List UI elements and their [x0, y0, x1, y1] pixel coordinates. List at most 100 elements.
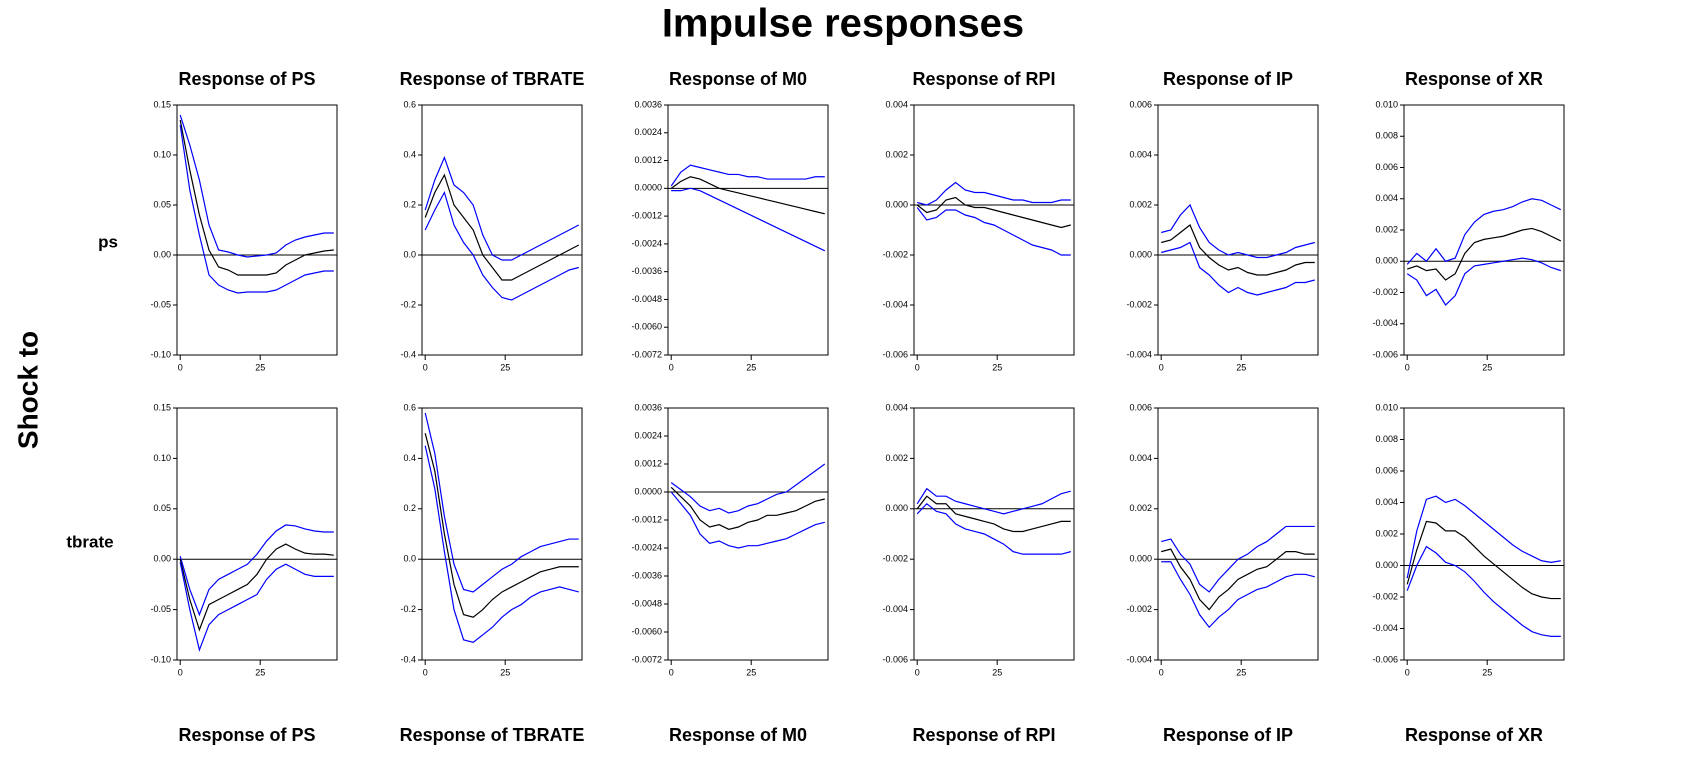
panel-title: Response of M0 — [669, 725, 807, 745]
plot-frame — [1157, 104, 1319, 356]
panel: Response of TBRATE -0.4 -0.2 0.0 0.2 0.4 0.6 0 2… — [400, 69, 585, 373]
y-tick-label: 0.006 — [1129, 99, 1152, 109]
y-tick-label: 0.0 — [403, 249, 416, 259]
y-tick-label: 0.10 — [153, 453, 171, 463]
response-line — [179, 562, 334, 652]
y-tick-label: -0.0036 — [631, 266, 662, 276]
panel: Response of PS -0.10 -0.05 0.00 0.05 0.10 0.15… — [150, 69, 338, 372]
y-tick-label: -0.10 — [150, 349, 171, 359]
y-tick-label: -0.0060 — [631, 626, 662, 636]
y-tick-label: 0.0000 — [634, 486, 662, 496]
y-tick-label: 0.0024 — [634, 430, 662, 440]
y-tick-label: -0.006 — [1372, 349, 1398, 359]
y-tick-label: -0.0048 — [631, 598, 662, 608]
y-tick-label: 0.05 — [153, 199, 171, 209]
y-tick-label: 0.002 — [885, 453, 908, 463]
y-tick-label: 0.010 — [1375, 402, 1398, 412]
plot-frame — [1403, 104, 1565, 356]
panel: Response of RPI -0.006 -0.004 -0.002 0.000 0.… — [882, 402, 1075, 745]
x-tick-label: 0 — [915, 362, 920, 372]
plot-frame — [1157, 407, 1319, 661]
response-line — [916, 495, 1071, 533]
x-tick-label: 25 — [1482, 362, 1492, 372]
response-line — [1161, 203, 1315, 259]
panel: Response of M0 -0.0072 -0.0060 -0.0048 -0.00… — [631, 69, 829, 372]
y-tick-label: -0.006 — [1372, 654, 1398, 664]
panel: Response of PS -0.10 -0.05 0.00 0.05 0.10 0.15… — [150, 402, 338, 745]
panel: Response of XR -0.006 -0.004 -0.002 0.000 0.0… — [1372, 402, 1565, 745]
response-line — [1407, 227, 1562, 281]
y-tick-label: 0.004 — [1375, 497, 1398, 507]
panel-title: Response of IP — [1163, 69, 1293, 89]
y-tick-label: -0.004 — [1126, 654, 1152, 664]
panel: Response of M0 -0.0072 -0.0060 -0.0048 -0.00… — [631, 402, 829, 745]
y-tick-label: -0.0048 — [631, 294, 662, 304]
x-tick-label: 0 — [423, 362, 428, 372]
panel: Response of XR -0.006 -0.004 -0.002 0.000 0.0… — [1372, 69, 1565, 372]
y-tick-label: -0.2 — [400, 299, 416, 309]
x-tick-label: 25 — [992, 667, 1002, 677]
y-tick-label: -0.002 — [1126, 299, 1152, 309]
panel: Response of TBRATE -0.4 -0.2 0.0 0.2 0.4 0.6 0 2… — [400, 402, 585, 744]
y-tick-label: 0.000 — [1129, 249, 1152, 259]
x-tick-label: 25 — [255, 362, 265, 372]
y-tick-label: 0.10 — [153, 149, 171, 159]
y-tick-label: 0.4 — [403, 149, 416, 159]
response-line — [1406, 198, 1562, 265]
x-tick-label: 0 — [1405, 667, 1410, 677]
response-line — [1161, 548, 1315, 611]
response-line — [670, 176, 825, 215]
response-line — [916, 207, 1071, 256]
y-tick-label: -0.4 — [400, 349, 416, 359]
response-line — [1406, 545, 1561, 637]
y-tick-label: -0.0024 — [631, 238, 662, 248]
response-line — [179, 543, 334, 632]
y-tick-label: 0.6 — [403, 402, 416, 412]
y-tick-label: -0.0012 — [631, 514, 662, 524]
plot-frame — [1403, 407, 1565, 661]
y-tick-label: -0.002 — [1126, 604, 1152, 614]
y-tick-label: 0.002 — [885, 149, 908, 159]
response-line — [179, 114, 334, 258]
y-tick-label: 0.002 — [1129, 503, 1152, 513]
x-tick-label: 25 — [746, 362, 756, 372]
response-line — [1161, 224, 1315, 276]
y-tick-label: -0.002 — [1372, 287, 1398, 297]
x-tick-label: 0 — [915, 667, 920, 677]
response-line — [670, 491, 825, 549]
y-tick-label: -0.002 — [1372, 591, 1398, 601]
x-tick-label: 0 — [178, 667, 183, 677]
row-label: tbrate — [66, 532, 113, 551]
y-tick-label: 0.000 — [1129, 554, 1152, 564]
y-tick-label: -0.0072 — [631, 349, 662, 359]
y-tick-label: -0.004 — [882, 604, 908, 614]
response-line — [424, 155, 580, 261]
x-tick-label: 0 — [669, 362, 674, 372]
y-tick-label: 0.004 — [1375, 193, 1398, 203]
x-tick-label: 0 — [1159, 362, 1164, 372]
panel-title: Response of RPI — [912, 69, 1055, 89]
y-tick-label: -0.10 — [150, 654, 171, 664]
y-tick-label: 0.0036 — [634, 402, 662, 412]
response-line — [424, 190, 579, 301]
y-tick-label: 0.004 — [885, 402, 908, 412]
y-tick-label: -0.004 — [882, 299, 908, 309]
response-line — [916, 196, 1071, 229]
y-tick-label: 0.010 — [1375, 99, 1398, 109]
plot-frame — [421, 407, 583, 661]
y-tick-label: 0.000 — [1375, 256, 1398, 266]
response-line — [179, 119, 334, 276]
y-tick-label: 0.00 — [153, 249, 171, 259]
y-tick-label: -0.0012 — [631, 210, 662, 220]
x-tick-label: 0 — [669, 667, 674, 677]
y-tick-label: 0.0 — [403, 554, 416, 564]
x-tick-label: 25 — [500, 667, 510, 677]
y-tick-label: 0.0000 — [634, 183, 662, 193]
y-tick-label: 0.6 — [403, 99, 416, 109]
panel-title: Response of XR — [1405, 69, 1543, 89]
x-tick-label: 25 — [1236, 667, 1246, 677]
y-tick-label: 0.000 — [885, 199, 908, 209]
plot-frame — [421, 104, 583, 356]
y-tick-label: 0.2 — [403, 199, 416, 209]
